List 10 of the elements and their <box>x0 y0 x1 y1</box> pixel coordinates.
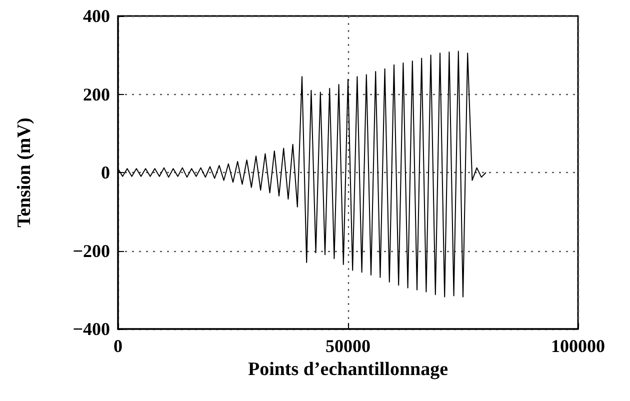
x-tick-label: 0 <box>114 336 122 356</box>
y-tick-label: 0 <box>101 162 110 182</box>
y-axis-title: Tension (mV) <box>14 118 35 228</box>
y-tick-label: 200 <box>83 84 110 104</box>
y-tick-label: −400 <box>72 319 110 339</box>
x-tick-label: 100000 <box>551 336 605 356</box>
x-axis-title: Points d’echantillonnage <box>248 358 448 380</box>
y-tick-label: −200 <box>72 240 110 261</box>
y-tick-label: 400 <box>83 6 110 26</box>
x-tick-label: 50000 <box>326 336 370 356</box>
